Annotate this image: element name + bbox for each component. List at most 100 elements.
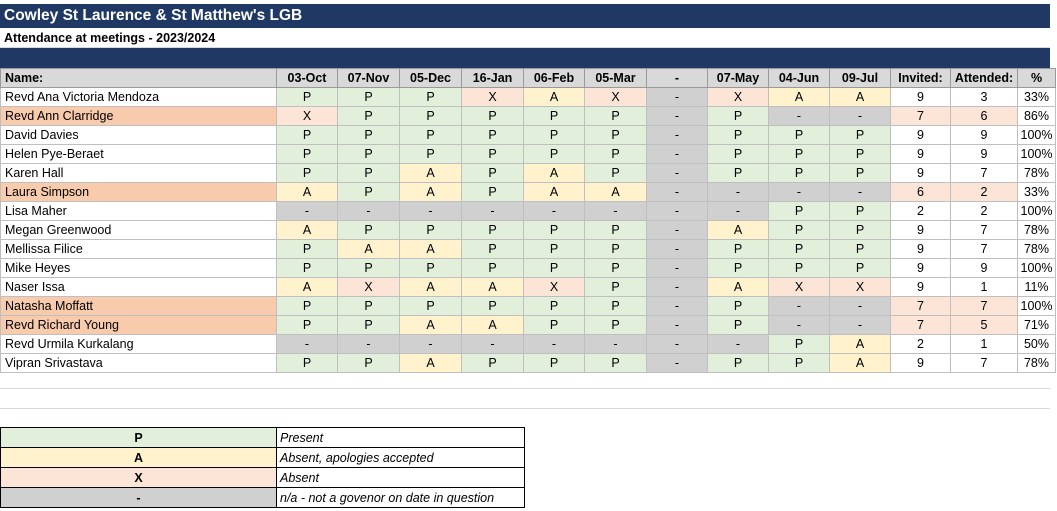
attendance-cell[interactable]: - — [337, 201, 400, 221]
attendance-cell[interactable]: P — [829, 144, 891, 164]
attendance-cell[interactable]: P — [276, 239, 338, 259]
attendance-cell[interactable]: P — [399, 87, 462, 107]
attendance-cell[interactable]: P — [768, 125, 830, 145]
attendance-cell[interactable]: P — [523, 106, 585, 126]
attended-cell[interactable]: 7 — [950, 296, 1018, 316]
attendance-cell[interactable]: P — [461, 353, 524, 373]
attendance-cell[interactable]: P — [276, 296, 338, 316]
attendance-cell[interactable]: P — [399, 296, 462, 316]
attendance-cell[interactable]: P — [584, 106, 647, 126]
attendance-cell[interactable]: - — [461, 201, 524, 221]
attendance-cell[interactable]: - — [646, 315, 708, 335]
attendance-cell[interactable]: P — [523, 220, 585, 240]
attendance-cell[interactable]: X — [707, 87, 769, 107]
column-header[interactable]: 07-May — [707, 68, 769, 88]
attendance-cell[interactable]: - — [337, 334, 400, 354]
attendance-cell[interactable]: A — [829, 334, 891, 354]
attendance-cell[interactable]: P — [461, 239, 524, 259]
attendance-cell[interactable]: P — [276, 163, 338, 183]
attendance-cell[interactable]: P — [523, 125, 585, 145]
attendance-cell[interactable]: P — [523, 296, 585, 316]
attendance-cell[interactable]: P — [337, 353, 400, 373]
member-name-cell[interactable]: Revd Ann Clarridge — [0, 106, 277, 126]
attended-cell[interactable]: 9 — [950, 125, 1018, 145]
attendance-cell[interactable]: P — [768, 220, 830, 240]
invited-cell[interactable]: 7 — [890, 296, 951, 316]
attendance-cell[interactable]: P — [337, 315, 400, 335]
attendance-cell[interactable]: P — [461, 163, 524, 183]
pct-cell[interactable]: 100% — [1017, 296, 1056, 316]
attendance-cell[interactable]: A — [399, 315, 462, 335]
attendance-cell[interactable]: P — [584, 125, 647, 145]
attendance-cell[interactable]: P — [829, 125, 891, 145]
pct-cell[interactable]: 50% — [1017, 334, 1056, 354]
attendance-cell[interactable]: P — [584, 144, 647, 164]
attendance-cell[interactable]: P — [276, 315, 338, 335]
attendance-cell[interactable]: - — [646, 125, 708, 145]
attendance-cell[interactable]: P — [768, 144, 830, 164]
legend-description[interactable]: n/a - not a govenor on date in question — [276, 487, 525, 508]
attendance-cell[interactable]: - — [646, 334, 708, 354]
attendance-cell[interactable]: - — [707, 334, 769, 354]
invited-cell[interactable]: 7 — [890, 315, 951, 335]
attendance-cell[interactable]: P — [768, 334, 830, 354]
attendance-cell[interactable]: P — [461, 125, 524, 145]
attendance-cell[interactable]: - — [399, 201, 462, 221]
column-header[interactable]: 16-Jan — [461, 68, 524, 88]
legend-symbol[interactable]: - — [0, 487, 277, 508]
invited-cell[interactable]: 2 — [890, 334, 951, 354]
attendance-cell[interactable]: A — [523, 182, 585, 202]
attendance-cell[interactable]: P — [768, 201, 830, 221]
attendance-cell[interactable]: P — [768, 163, 830, 183]
attendance-cell[interactable]: A — [523, 87, 585, 107]
column-header[interactable]: 05-Dec — [399, 68, 462, 88]
attended-cell[interactable]: 3 — [950, 87, 1018, 107]
attendance-cell[interactable]: P — [523, 144, 585, 164]
attendance-cell[interactable]: - — [768, 315, 830, 335]
attendance-cell[interactable]: P — [584, 239, 647, 259]
attendance-cell[interactable]: P — [523, 315, 585, 335]
attendance-cell[interactable]: P — [707, 258, 769, 278]
column-header[interactable]: 09-Jul — [829, 68, 891, 88]
invited-cell[interactable]: 2 — [890, 201, 951, 221]
invited-cell[interactable]: 7 — [890, 106, 951, 126]
attendance-cell[interactable]: A — [399, 353, 462, 373]
attendance-cell[interactable]: - — [584, 201, 647, 221]
attendance-cell[interactable]: P — [768, 239, 830, 259]
attendance-cell[interactable]: P — [584, 315, 647, 335]
attendance-cell[interactable]: P — [707, 315, 769, 335]
invited-cell[interactable]: 9 — [890, 163, 951, 183]
sheet-title[interactable]: Cowley St Laurence & St Matthew's LGB — [0, 4, 1050, 28]
attendance-cell[interactable]: - — [646, 258, 708, 278]
attendance-cell[interactable]: P — [829, 239, 891, 259]
column-header[interactable]: 07-Nov — [337, 68, 400, 88]
attended-cell[interactable]: 2 — [950, 182, 1018, 202]
attendance-cell[interactable]: P — [276, 258, 338, 278]
attendance-cell[interactable]: - — [584, 334, 647, 354]
attendance-cell[interactable]: A — [707, 277, 769, 297]
member-name-cell[interactable]: Mellissa Filice — [0, 239, 277, 259]
member-name-cell[interactable]: Lisa Maher — [0, 201, 277, 221]
attendance-cell[interactable]: P — [584, 296, 647, 316]
invited-cell[interactable]: 9 — [890, 258, 951, 278]
attendance-cell[interactable]: A — [829, 87, 891, 107]
attendance-cell[interactable]: P — [461, 220, 524, 240]
attendance-cell[interactable]: P — [337, 163, 400, 183]
attendance-cell[interactable]: P — [461, 106, 524, 126]
attendance-cell[interactable]: X — [829, 277, 891, 297]
column-header[interactable]: Name: — [0, 68, 277, 88]
member-name-cell[interactable]: Mike Heyes — [0, 258, 277, 278]
pct-cell[interactable]: 71% — [1017, 315, 1056, 335]
attendance-cell[interactable]: P — [276, 87, 338, 107]
attended-cell[interactable]: 6 — [950, 106, 1018, 126]
attendance-cell[interactable]: P — [584, 258, 647, 278]
attendance-cell[interactable]: - — [276, 201, 338, 221]
attendance-cell[interactable]: P — [707, 353, 769, 373]
attendance-cell[interactable]: - — [829, 182, 891, 202]
column-header[interactable]: 03-Oct — [276, 68, 338, 88]
legend-symbol[interactable]: P — [0, 427, 277, 448]
attendance-cell[interactable]: P — [707, 163, 769, 183]
attendance-cell[interactable]: P — [707, 239, 769, 259]
attendance-cell[interactable]: P — [829, 163, 891, 183]
member-name-cell[interactable]: Revd Urmila Kurkalang — [0, 334, 277, 354]
